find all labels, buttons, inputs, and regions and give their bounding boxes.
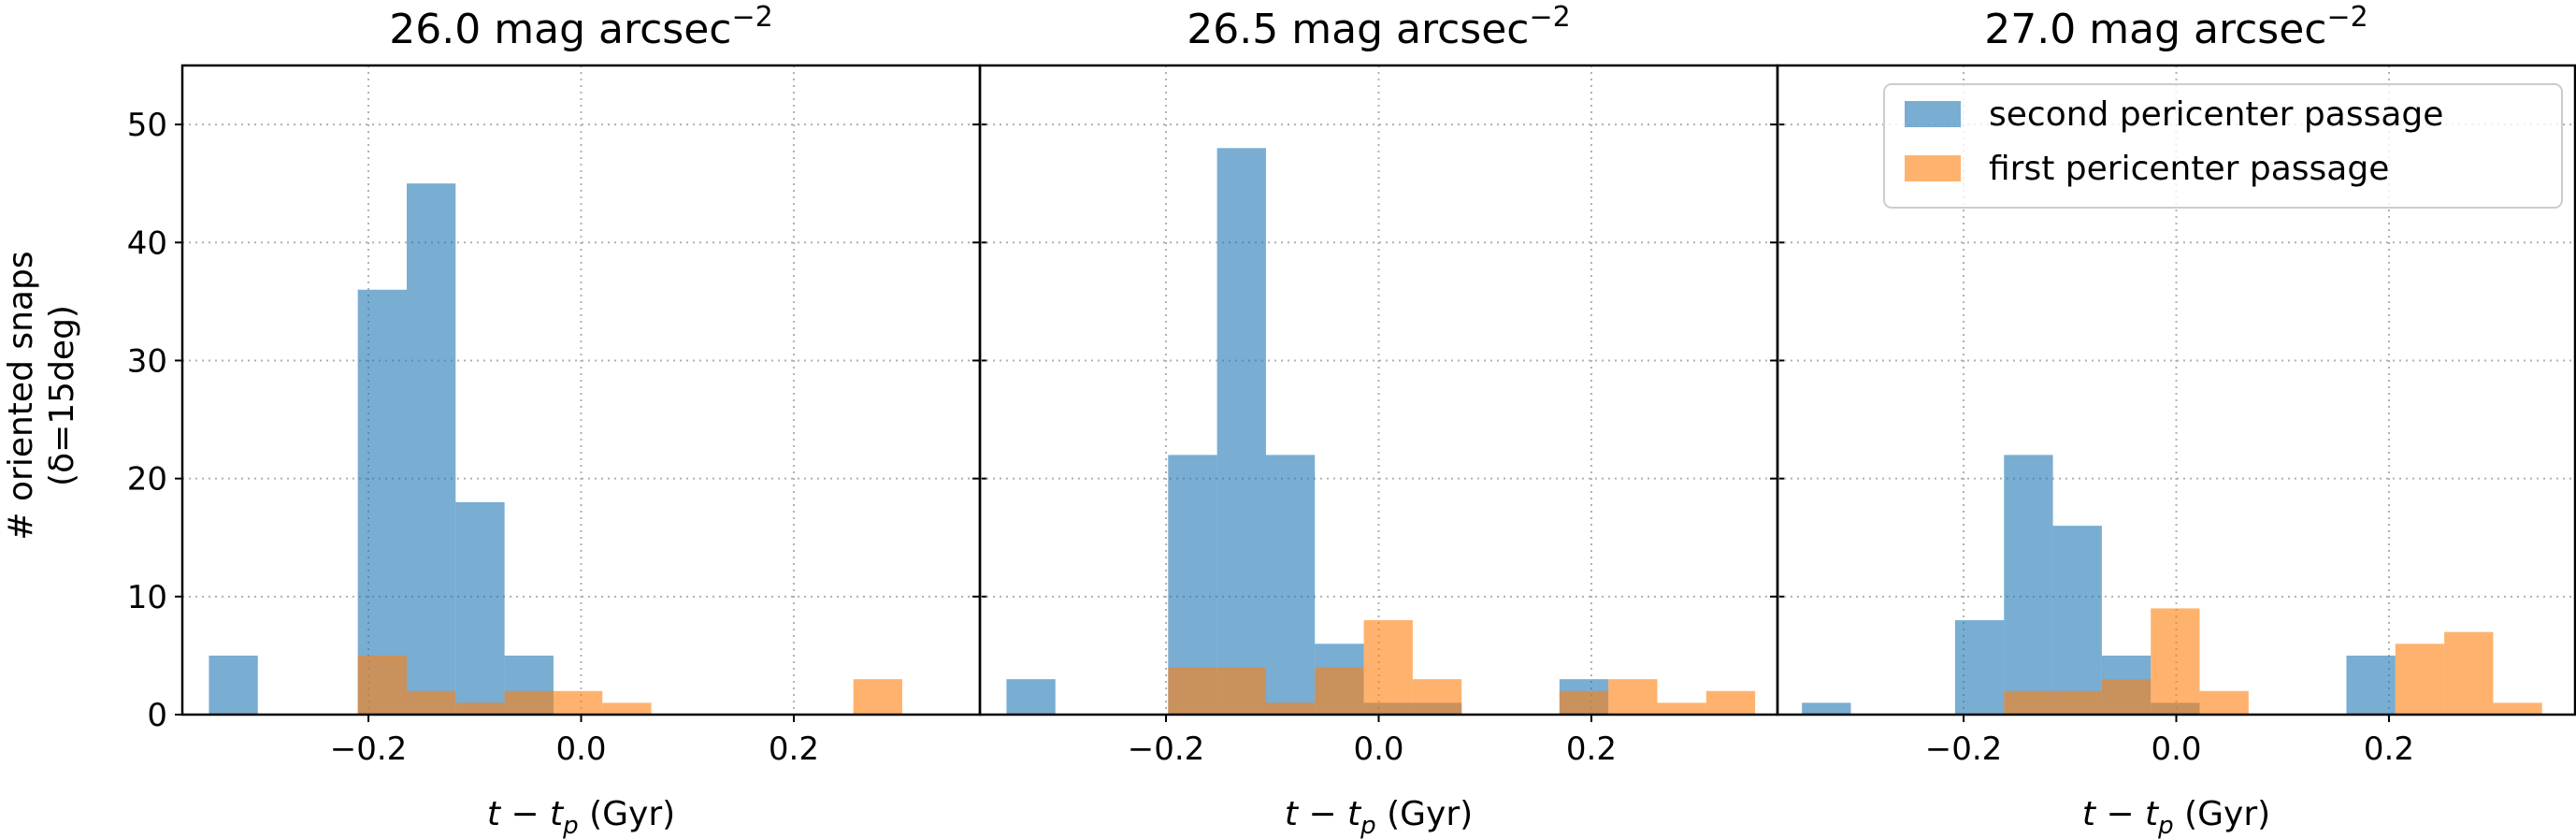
x-tick-label: 0.2 [1566, 731, 1617, 768]
series-second-pericenter [1802, 455, 2396, 715]
bar [1168, 667, 1217, 715]
y-axis-label: # oriented snaps (δ=15deg) [2, 251, 81, 540]
x-tick-label: 0.0 [555, 731, 606, 768]
panel-title: 26.5 mag arcsec−2 [1187, 1, 1570, 53]
series-second-pericenter [1006, 148, 1609, 715]
y-tick-label: 0 [147, 697, 167, 734]
panel-title: 27.0 mag arcsec−2 [1984, 1, 2367, 53]
y-tick-label: 40 [127, 224, 167, 262]
bar [2395, 644, 2445, 715]
bar [1265, 702, 1316, 715]
x-axis-label: t − tp (Gyr) [487, 795, 675, 839]
legend: second pericenter passage first pericente… [1883, 83, 2563, 209]
bar [602, 702, 652, 715]
bar [2199, 690, 2249, 715]
series-second-pericenter [209, 183, 554, 715]
y-tick-label: 10 [127, 579, 167, 616]
series-first-pericenter [2004, 608, 2542, 715]
bar [357, 289, 407, 715]
bar [1265, 455, 1316, 715]
x-tick-label: 0.2 [2364, 731, 2414, 768]
panel-3: −0.2 0.0 0.2 27.0 mag arcsec−2 t − tp (Gyr) [1770, 1, 2576, 839]
bar [2004, 455, 2053, 715]
bar [357, 655, 407, 715]
bar [455, 702, 505, 715]
panel-title: 26.0 mag arcsec−2 [389, 1, 772, 53]
bar [1412, 679, 1462, 715]
legend-label: second pericenter passage [1989, 95, 2443, 134]
bar [1559, 690, 1609, 715]
legend-label: first pericenter passage [1989, 150, 2389, 188]
x-tick-label: 0.0 [1353, 731, 1403, 768]
bar [1954, 620, 2005, 715]
bar [455, 501, 505, 715]
x-tick-label: 0.2 [769, 731, 819, 768]
y-tick-label: 30 [127, 342, 167, 380]
bar [2004, 690, 2053, 715]
bar [1006, 679, 1056, 715]
y-tick-label: 20 [127, 461, 167, 499]
bar [1705, 690, 1756, 715]
bar [504, 690, 554, 715]
bar [2346, 655, 2396, 715]
bar [1315, 667, 1364, 715]
bar [553, 690, 603, 715]
bar [2052, 526, 2102, 715]
bar [1216, 667, 1266, 715]
x-tick-label: −0.2 [1128, 731, 1205, 768]
bar [2052, 690, 2102, 715]
bar [209, 655, 258, 715]
x-axis-label: t − tp (Gyr) [2082, 795, 2270, 839]
bar [2101, 679, 2151, 715]
bar [853, 679, 902, 715]
bar [2151, 608, 2200, 715]
y-axis-label-line1: # oriented snaps [2, 251, 40, 540]
legend-swatch [1905, 101, 1961, 127]
panel-1: −0.2 0.0 0.2 0 10 20 30 40 50 26.0 mag arcsec−2 t … [127, 1, 987, 839]
bar [406, 183, 456, 715]
y-tick-label: 50 [127, 107, 167, 144]
bar [2493, 702, 2542, 715]
x-axis-label: t − tp (Gyr) [1285, 795, 1473, 839]
series-first-pericenter [1168, 620, 1756, 715]
x-tick-label: −0.2 [1925, 731, 2003, 768]
series-first-pericenter [357, 655, 902, 715]
bar [2444, 631, 2494, 715]
grid [980, 65, 1777, 716]
legend-frame [1883, 83, 2563, 209]
bar [1657, 702, 1706, 715]
bar [1363, 620, 1413, 715]
panels: −0.2 0.0 0.2 0 10 20 30 40 50 26.0 mag arcsec−2 t … [127, 1, 2576, 839]
bar [1216, 148, 1266, 715]
bar [406, 690, 456, 715]
bar [1608, 679, 1658, 715]
legend-swatch [1905, 155, 1961, 181]
grid [182, 65, 980, 716]
y-axis-label-line2: (δ=15deg) [43, 305, 81, 486]
x-tick-label: 0.0 [2151, 731, 2201, 768]
x-tick-label: −0.2 [330, 731, 408, 768]
panel-2: −0.2 0.0 0.2 26.5 mag arcsec−2 t − tp (Gyr) [972, 1, 1785, 839]
bar [1802, 702, 1851, 715]
